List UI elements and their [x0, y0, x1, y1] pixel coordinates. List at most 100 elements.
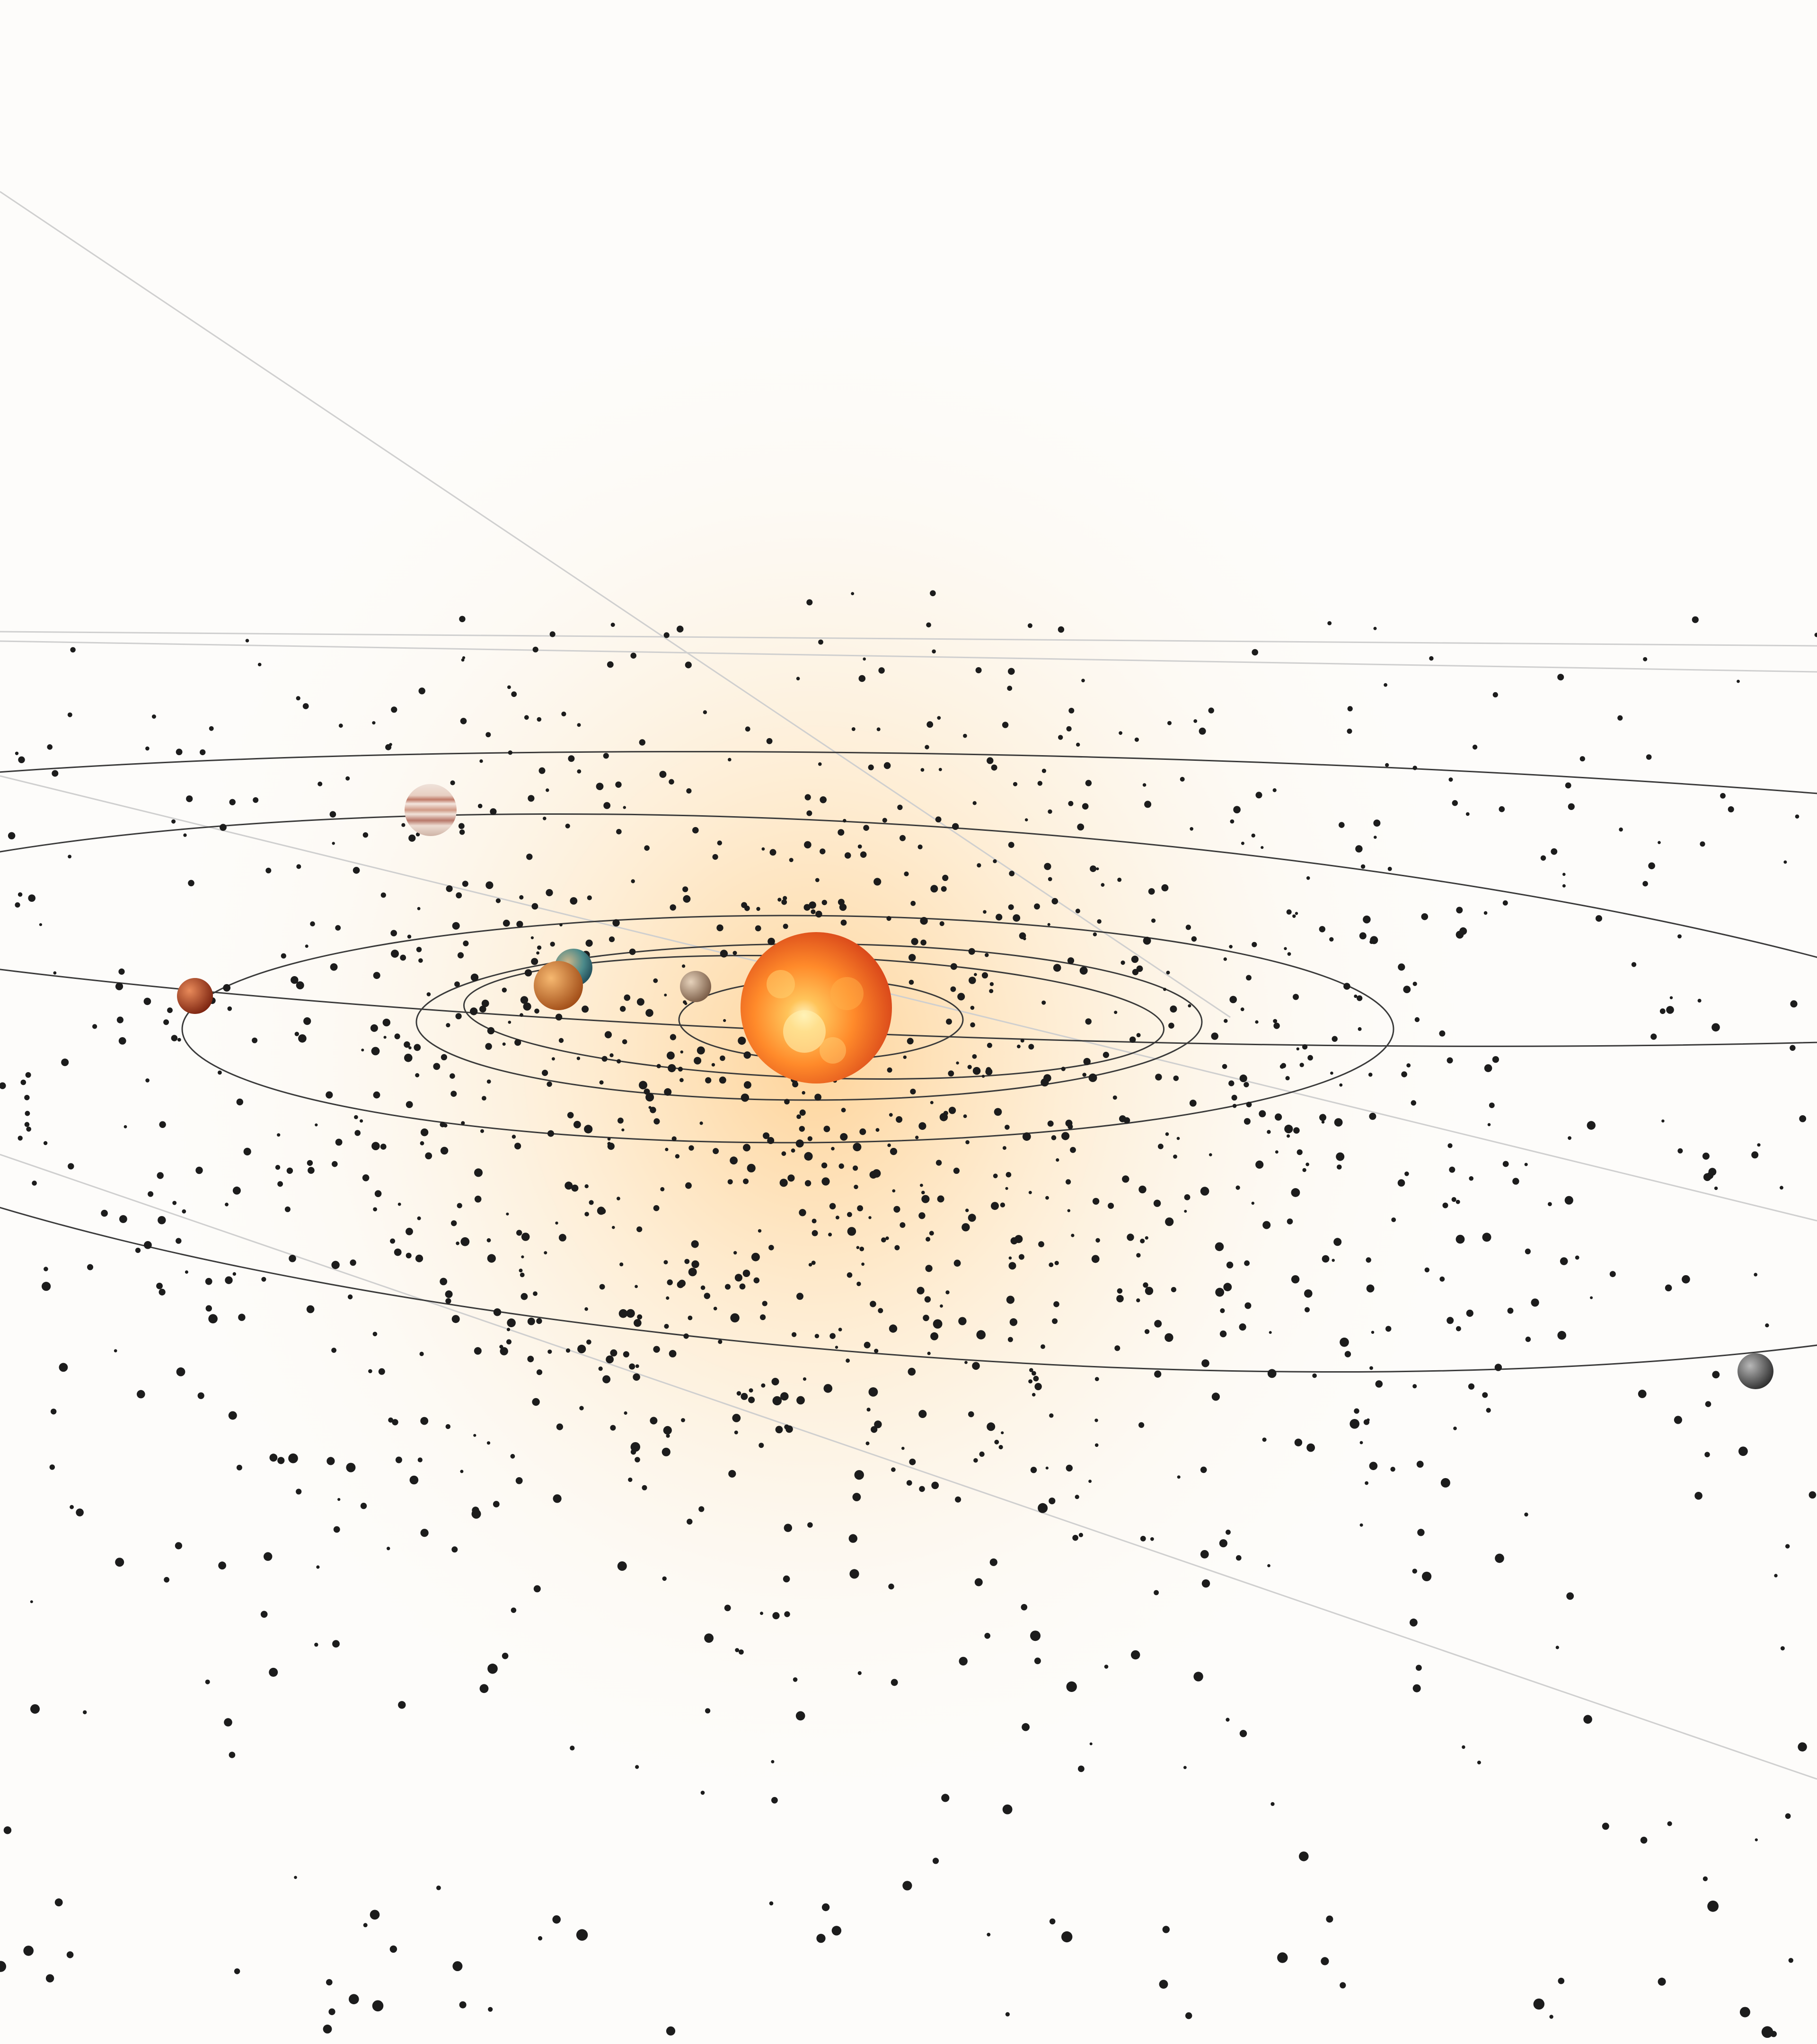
particle [281, 953, 286, 959]
particle [684, 1259, 690, 1264]
particle [1028, 1044, 1034, 1050]
particle [642, 1485, 647, 1490]
particle [1067, 957, 1075, 964]
particle [607, 661, 614, 668]
particle [1117, 877, 1122, 882]
particle [806, 810, 812, 816]
particle [713, 1148, 719, 1154]
particle [957, 993, 965, 1001]
particle [507, 685, 511, 689]
particle [1008, 668, 1015, 675]
particle [487, 1027, 495, 1035]
particle [1120, 960, 1125, 965]
particle [935, 816, 942, 823]
particle [1720, 793, 1726, 799]
particle [804, 1180, 811, 1187]
particle [804, 841, 811, 849]
particle [232, 1272, 236, 1276]
particle [771, 1797, 778, 1804]
particle [457, 1203, 462, 1208]
particle [1232, 1104, 1237, 1108]
particle [1440, 1478, 1450, 1488]
particle [838, 1328, 842, 1331]
particle [609, 1053, 614, 1057]
particle [218, 1561, 226, 1570]
particle [1780, 1186, 1783, 1190]
particle [171, 1035, 178, 1041]
particle [924, 1296, 931, 1303]
particle [420, 1417, 429, 1425]
orbit-mars [181, 915, 1394, 1144]
particle [473, 1434, 476, 1437]
particle [372, 1331, 378, 1337]
particle [487, 1664, 498, 1674]
particle [440, 1146, 449, 1155]
particle [350, 1259, 356, 1266]
particle [570, 1745, 575, 1751]
particle [617, 1059, 621, 1064]
particle [972, 1067, 981, 1075]
particle [1368, 1073, 1373, 1077]
particle [1058, 626, 1065, 633]
particle [1049, 1498, 1056, 1505]
particle [1350, 1419, 1359, 1429]
particle [1131, 1650, 1140, 1660]
particle [1054, 1260, 1059, 1265]
particle [1562, 884, 1566, 888]
particle [520, 1293, 528, 1300]
particle [1259, 1110, 1266, 1118]
particle [543, 817, 547, 820]
particle [612, 919, 620, 927]
particle [793, 1677, 798, 1682]
particle [1119, 731, 1123, 735]
particle [1330, 1071, 1333, 1075]
particle [760, 1314, 766, 1321]
particle [463, 940, 469, 946]
mercury-icon [680, 971, 711, 1002]
particle [603, 753, 609, 759]
particle [1306, 876, 1310, 880]
particle [624, 994, 631, 1001]
particle [164, 1577, 169, 1583]
particle [1416, 1665, 1422, 1671]
particle [784, 1524, 793, 1532]
particle [1038, 1503, 1048, 1513]
particle [704, 1633, 714, 1643]
particle [682, 964, 686, 968]
particle [1030, 1467, 1037, 1473]
particle [799, 1126, 805, 1132]
particle [1682, 1275, 1690, 1284]
particle [1739, 2007, 1750, 2018]
particle [1008, 1256, 1012, 1260]
particle [1275, 1150, 1279, 1154]
particle [1293, 994, 1299, 1000]
particle [666, 1296, 670, 1300]
particle [931, 1481, 939, 1489]
particle [870, 1301, 876, 1307]
particle [32, 1181, 37, 1186]
particle [687, 1518, 693, 1525]
particle [669, 1350, 677, 1357]
particle [197, 1392, 204, 1399]
particle [1291, 1275, 1300, 1284]
particle [1066, 1179, 1071, 1185]
particle [52, 770, 59, 777]
particle [1566, 1592, 1574, 1600]
particle [973, 1458, 978, 1463]
particle [943, 1110, 948, 1116]
particle [918, 1410, 927, 1418]
particle [1456, 907, 1463, 914]
particle [565, 1181, 573, 1190]
particle [925, 1265, 933, 1272]
particle [694, 1057, 702, 1065]
particle [1056, 1158, 1059, 1162]
particle [101, 1209, 108, 1217]
particle [933, 1319, 943, 1329]
particle [1366, 1284, 1375, 1293]
particle [252, 1037, 258, 1043]
particle [1340, 1338, 1349, 1347]
particle [61, 1058, 69, 1066]
particle [645, 1009, 653, 1017]
particle [516, 921, 523, 928]
particle [417, 1457, 423, 1463]
